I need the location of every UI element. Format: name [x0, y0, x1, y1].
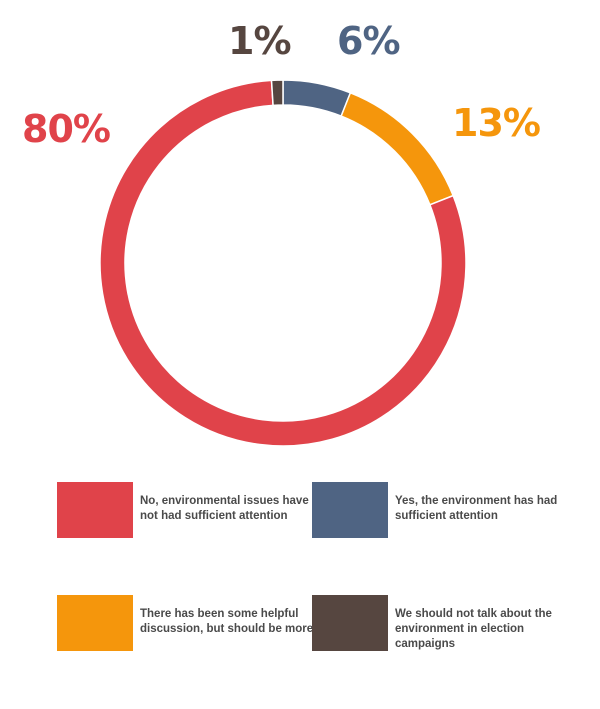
legend-swatch-should-not-talk [312, 595, 388, 651]
legend-swatch-yes [312, 482, 388, 538]
data-label-some-discussion: 13% [452, 101, 541, 145]
data-label-no: 80% [22, 107, 111, 151]
slice-yes [282, 79, 352, 118]
legend-item-yes: Yes, the environment has had sufficient … [312, 482, 580, 538]
slice-no [99, 79, 467, 447]
legend-item-no: No, environmental issues have not had su… [57, 482, 325, 538]
data-label-yes: 6% [337, 19, 401, 63]
legend-label-should-not-talk: We should not talk about the environment… [395, 608, 552, 650]
legend-label-no: No, environmental issues have not had su… [140, 495, 309, 522]
slice-some-discussion [340, 91, 455, 206]
legend-label-some-discussion: There has been some helpful discussion, … [140, 608, 314, 635]
data-label-should-not-talk: 1% [228, 19, 292, 63]
donut-chart [99, 79, 467, 447]
slice-should-not-talk [270, 79, 284, 107]
legend-item-should-not-talk: We should not talk about the environment… [312, 595, 580, 652]
legend-item-some-discussion: There has been some helpful discussion, … [57, 595, 325, 651]
donut-slices [99, 79, 467, 447]
legend-label-yes: Yes, the environment has had sufficient … [395, 495, 558, 522]
legend-swatch-some-discussion [57, 595, 133, 651]
legend-swatch-no [57, 482, 133, 538]
